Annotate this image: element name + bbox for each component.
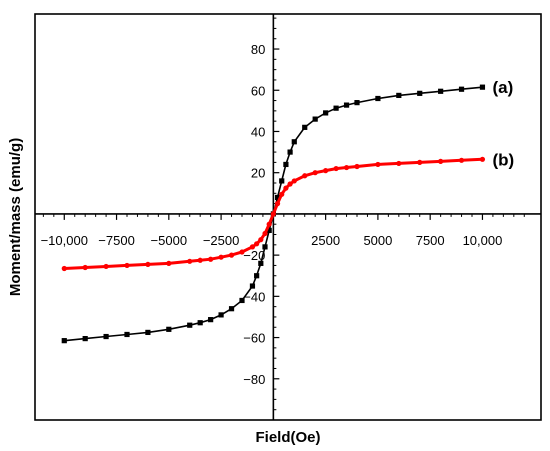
- data-point: [458, 86, 465, 92]
- x-tick-label: 7500: [416, 233, 445, 248]
- data-point: [262, 230, 268, 237]
- data-point: [375, 161, 381, 168]
- y-tick-label: −60: [243, 331, 265, 346]
- data-point: [279, 178, 285, 184]
- data-point: [354, 100, 360, 106]
- data-point: [266, 221, 272, 227]
- data-point: [287, 181, 293, 187]
- data-point: [279, 191, 285, 197]
- data-point: [283, 185, 289, 191]
- x-tick-label: −10,000: [41, 233, 88, 248]
- x-axis-title: Field(Oe): [255, 429, 320, 446]
- data-point: [266, 227, 272, 233]
- data-point: [187, 322, 193, 328]
- data-point: [124, 262, 130, 269]
- data-point: [208, 317, 214, 323]
- data-point: [218, 254, 224, 260]
- data-point: [166, 260, 172, 266]
- data-point: [61, 338, 67, 344]
- data-point: [145, 261, 151, 268]
- data-point: [312, 170, 318, 176]
- x-tick-label: 2500: [311, 233, 340, 248]
- data-point: [262, 244, 268, 250]
- data-point: [302, 173, 308, 179]
- data-point: [239, 297, 245, 304]
- data-point: [312, 116, 318, 122]
- axes: [35, 14, 541, 420]
- data-point: [208, 256, 214, 262]
- data-point: [270, 211, 276, 217]
- data-point: [479, 84, 486, 90]
- data-point: [274, 194, 281, 201]
- data-point: [145, 329, 151, 336]
- data-point: [61, 265, 67, 272]
- data-point: [479, 156, 486, 162]
- data-point: [187, 258, 193, 264]
- data-point: [396, 160, 402, 167]
- data-point: [249, 244, 256, 250]
- data-point: [254, 273, 260, 279]
- plot-frame: [34, 13, 542, 421]
- data-point: [458, 157, 465, 163]
- data-point: [354, 163, 360, 170]
- data-point: [197, 320, 203, 326]
- data-point: [291, 178, 297, 184]
- y-tick-label: 80: [251, 42, 265, 57]
- x-tick-label: −2500: [203, 233, 240, 248]
- data-point: [274, 201, 281, 207]
- data-point: [197, 257, 203, 263]
- y-tick-label: −40: [243, 289, 265, 304]
- y-tick-label: 40: [251, 124, 265, 139]
- data-point: [258, 237, 264, 243]
- series-labels: (a) (b): [492, 78, 514, 169]
- x-tick-label: 10,000: [463, 233, 503, 248]
- data-point: [417, 159, 423, 165]
- data-point: [396, 92, 402, 99]
- data-point: [239, 249, 245, 255]
- data-point: [343, 164, 350, 171]
- y-tick-label: −80: [243, 372, 265, 387]
- data-point: [287, 149, 293, 155]
- x-tick-label: 5000: [363, 233, 392, 248]
- data-point: [417, 90, 423, 96]
- data-point: [82, 264, 88, 271]
- data-point: [258, 260, 264, 266]
- data-point: [166, 326, 172, 332]
- data-point: [124, 331, 130, 338]
- data-point: [333, 165, 339, 172]
- x-tick-label: −7500: [98, 233, 135, 248]
- y-tick-label: 60: [251, 83, 265, 98]
- data-point: [103, 333, 109, 340]
- data-point: [375, 95, 381, 102]
- data-point: [283, 161, 289, 168]
- data-point: [333, 105, 339, 111]
- x-tick-label: −5000: [151, 233, 188, 248]
- data-point: [323, 110, 329, 116]
- y-tick-label: 20: [251, 166, 265, 181]
- data-point: [254, 241, 260, 247]
- data-point: [302, 124, 308, 130]
- y-tick-label: −20: [243, 248, 265, 263]
- data-point: [291, 139, 297, 145]
- ticks: −10,000 −7500 −5000 −2500 2500 5000 7500 10,000…: [41, 17, 525, 411]
- data-point: [82, 335, 88, 342]
- data-point: [438, 158, 444, 164]
- series-layer: [61, 84, 486, 344]
- data-point: [438, 88, 444, 94]
- data-point: [323, 168, 329, 174]
- data-point: [343, 102, 350, 108]
- series-b: [61, 156, 486, 272]
- data-point: [103, 263, 109, 270]
- data-point: [218, 312, 224, 318]
- data-point: [228, 306, 235, 312]
- series-label: (b): [492, 150, 514, 169]
- data-point: [228, 252, 235, 258]
- series-label: (a): [492, 78, 513, 97]
- y-axis-title: Moment/mass (emu/g): [7, 138, 24, 296]
- data-point: [249, 283, 256, 289]
